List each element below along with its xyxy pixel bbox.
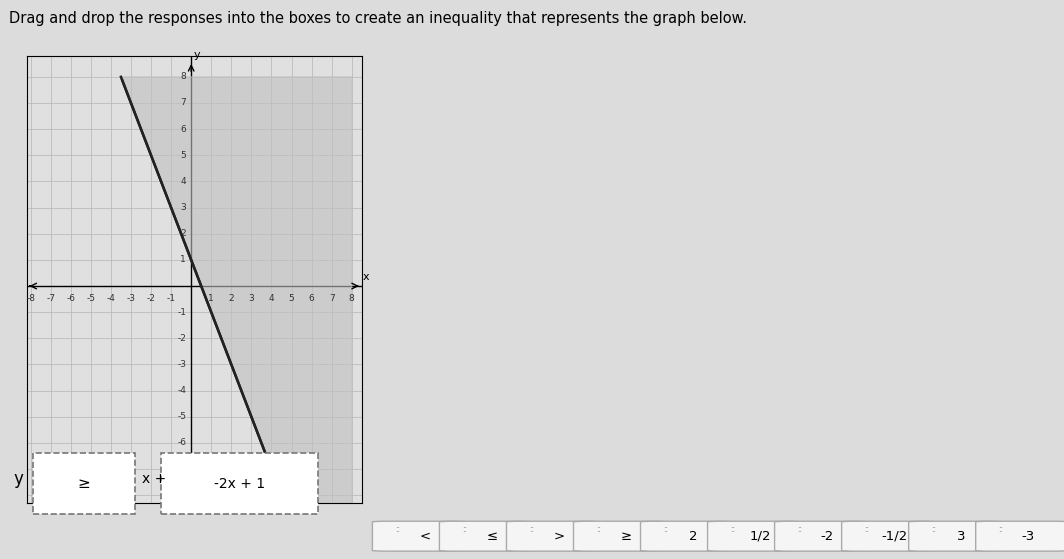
Text: ≥: ≥ — [78, 476, 90, 491]
FancyBboxPatch shape — [372, 521, 465, 551]
FancyBboxPatch shape — [439, 521, 532, 551]
Text: -1: -1 — [177, 307, 186, 317]
Text: x +: x + — [142, 472, 166, 486]
Text: 4: 4 — [181, 177, 186, 186]
Text: 3: 3 — [958, 530, 965, 543]
FancyBboxPatch shape — [842, 521, 934, 551]
FancyBboxPatch shape — [161, 453, 318, 514]
Text: >: > — [553, 530, 565, 543]
Text: ::: :: — [596, 525, 601, 534]
Text: y: y — [194, 50, 200, 60]
Text: -5: -5 — [177, 413, 186, 421]
Text: -8: -8 — [177, 491, 186, 500]
Text: -2: -2 — [147, 294, 155, 303]
Text: ::: :: — [931, 525, 936, 534]
Text: ::: :: — [730, 525, 735, 534]
FancyBboxPatch shape — [641, 521, 733, 551]
Text: ::: :: — [462, 525, 467, 534]
Text: -5: -5 — [86, 294, 96, 303]
Text: 2: 2 — [689, 530, 697, 543]
Text: -2: -2 — [178, 334, 186, 343]
FancyBboxPatch shape — [708, 521, 800, 551]
Text: 6: 6 — [181, 125, 186, 134]
Text: 8: 8 — [181, 72, 186, 81]
Text: 7: 7 — [329, 294, 334, 303]
Text: -6: -6 — [66, 294, 76, 303]
Text: -3: -3 — [177, 360, 186, 369]
Text: -4: -4 — [106, 294, 115, 303]
FancyBboxPatch shape — [506, 521, 599, 551]
Text: -8: -8 — [27, 294, 35, 303]
Text: -3: -3 — [1021, 530, 1035, 543]
Text: 5: 5 — [181, 151, 186, 160]
Text: ::: :: — [797, 525, 802, 534]
Text: 5: 5 — [288, 294, 295, 303]
Text: -7: -7 — [177, 465, 186, 473]
Text: 2: 2 — [181, 229, 186, 238]
FancyBboxPatch shape — [33, 453, 135, 514]
Text: ::: :: — [663, 525, 668, 534]
Text: 1: 1 — [181, 255, 186, 264]
Text: -6: -6 — [177, 438, 186, 447]
Text: 3: 3 — [249, 294, 254, 303]
Text: 7: 7 — [181, 98, 186, 107]
Text: ::: :: — [395, 525, 400, 534]
Text: ::: :: — [998, 525, 1003, 534]
Text: y: y — [14, 470, 23, 489]
Text: -3: -3 — [127, 294, 135, 303]
Text: ::: :: — [864, 525, 869, 534]
Text: -1/2: -1/2 — [881, 530, 908, 543]
Text: -4: -4 — [178, 386, 186, 395]
Text: 3: 3 — [181, 203, 186, 212]
Text: ::: :: — [529, 525, 534, 534]
Text: -2: -2 — [820, 530, 834, 543]
FancyBboxPatch shape — [976, 521, 1064, 551]
Text: -2x + 1: -2x + 1 — [214, 476, 265, 491]
Text: Drag and drop the responses into the boxes to create an inequality that represen: Drag and drop the responses into the box… — [9, 11, 747, 26]
Text: -1: -1 — [167, 294, 176, 303]
Text: ≥: ≥ — [620, 530, 632, 543]
Text: x: x — [363, 272, 369, 282]
Text: 2: 2 — [229, 294, 234, 303]
Text: 6: 6 — [309, 294, 315, 303]
Text: 4: 4 — [268, 294, 275, 303]
Text: ≤: ≤ — [486, 530, 498, 543]
Text: <: < — [419, 530, 431, 543]
FancyBboxPatch shape — [775, 521, 867, 551]
Text: 8: 8 — [349, 294, 354, 303]
Text: -7: -7 — [46, 294, 55, 303]
FancyBboxPatch shape — [909, 521, 1001, 551]
Text: 1/2: 1/2 — [749, 530, 771, 543]
FancyBboxPatch shape — [573, 521, 666, 551]
Text: 1: 1 — [209, 294, 214, 303]
